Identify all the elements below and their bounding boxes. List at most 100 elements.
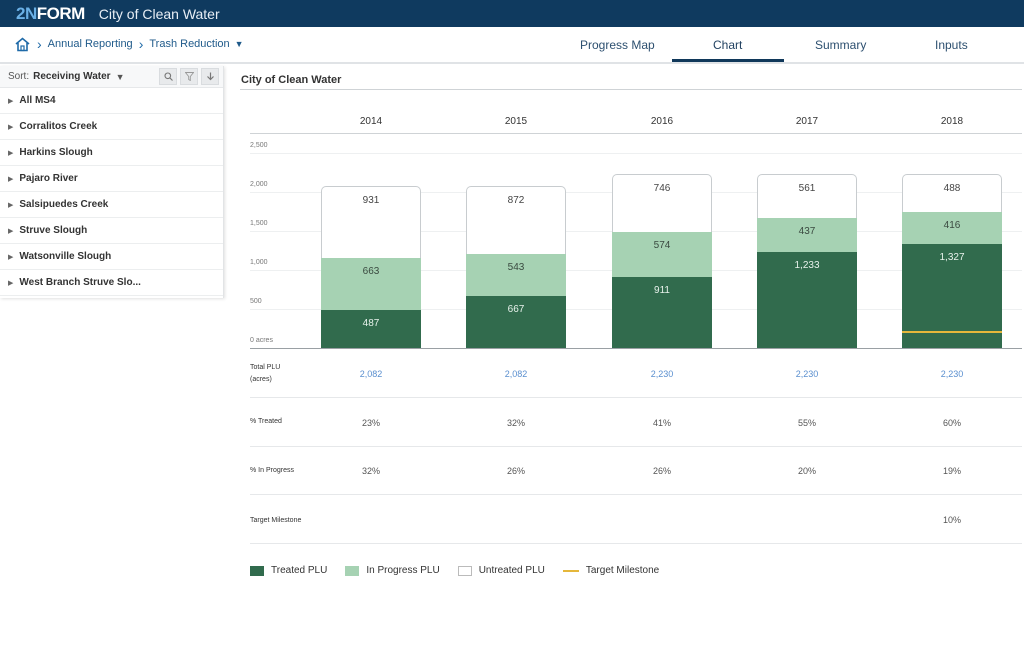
sort-label: Sort: [8,71,30,82]
total-plu-value[interactable]: 2,230 [795,369,819,379]
bar-segment-untreated[interactable]: 561 [757,173,857,218]
sidebar-item-label: Salsipuedes Creek [19,199,109,210]
y-tick-label: 2,000 [250,181,268,188]
data-label: 931 [362,194,380,206]
sidebar-item-corralitos-creek[interactable]: ▶ Corralitos Creek [0,114,223,140]
sidebar-item-label: Watsonville Slough [19,251,112,262]
bar-segment-in-progress[interactable]: 543 [466,253,566,296]
app-title: City of Clean Water [98,5,220,22]
expand-icon[interactable]: ▶ [8,227,14,235]
sidebar-item-struve-slough[interactable]: ▶ Struve Slough [0,218,223,244]
bar-segment-in-progress[interactable]: 663 [321,258,421,310]
tab-summary[interactable]: Summary [815,38,867,52]
chevron-right-icon: › [37,36,42,52]
y-tick-label: 2,500 [250,142,268,149]
expand-icon[interactable]: ▶ [8,149,14,157]
bar-segment-treated[interactable]: 487 [321,310,421,348]
bar-segment-treated[interactable]: 911 [612,276,712,348]
download-icon[interactable] [201,68,219,85]
bar-segment-untreated[interactable]: 746 [612,173,712,233]
legend-untreated[interactable]: Untreated PLU [457,565,545,576]
legend-treated[interactable]: Treated PLU [250,565,327,576]
bar-segment-untreated[interactable]: 488 [902,173,1002,213]
pct-in-progress-value: 26% [506,466,525,476]
data-label: 1,327 [939,252,965,264]
bar-segment-untreated[interactable]: 872 [466,185,566,254]
row-label-total-plu: Total PLU (acres) [250,364,281,383]
tab-inputs[interactable]: Inputs [935,38,968,52]
expand-icon[interactable]: ▶ [8,279,14,287]
sidebar-item-label: Harkins Slough [19,147,93,158]
divider [250,494,1022,495]
y-tick-label: 0 acres [250,337,273,344]
expand-icon[interactable]: ▶ [8,201,14,209]
breadcrumb-annual-reporting[interactable]: Annual Reporting [47,38,133,50]
pct-in-progress-value: 19% [942,466,961,476]
row-label-target-milestone: Target Milestone [250,517,302,524]
bar-segment-treated[interactable]: 667 [466,295,566,348]
sort-value[interactable]: Receiving Water [33,71,111,82]
home-icon[interactable] [14,36,31,52]
data-label: 487 [362,318,380,329]
sidebar-item-harkins-slough[interactable]: ▶ Harkins Slough [0,140,223,166]
legend-label: Target Milestone [585,565,660,576]
pct-treated-value: 41% [652,418,671,428]
data-label: 416 [943,220,961,232]
expand-icon[interactable]: ▶ [8,97,14,105]
bar-segment-in-progress[interactable]: 574 [612,232,712,277]
data-label: 667 [507,303,525,315]
data-label: 872 [507,194,525,206]
pct-in-progress-value: 26% [652,466,671,476]
expand-icon[interactable]: ▶ [8,175,14,183]
sidebar-item-pajaro-river[interactable]: ▶ Pajaro River [0,166,223,192]
total-plu-value[interactable]: 2,082 [504,369,528,379]
bar-segment-in-progress[interactable]: 437 [757,217,857,252]
expand-icon[interactable]: ▶ [8,253,14,261]
legend-swatch [250,565,264,576]
app-logo[interactable]: 2NFORM [16,3,85,23]
sidebar-item-all-ms4[interactable]: ▶ All MS4 [0,88,223,114]
target-milestone-value: 10% [942,515,961,525]
total-plu-value[interactable]: 2,230 [650,369,674,379]
chevron-down-icon[interactable]: ▼ [234,39,244,49]
x-tick-label: 2017 [795,116,819,127]
legend-target-milestone[interactable]: Target Milestone [562,565,660,576]
x-tick-label: 2014 [359,116,383,127]
pct-treated-value: 32% [506,418,525,428]
sidebar-item-watsonville-slough[interactable]: ▶ Watsonville Slough [0,244,223,270]
expand-icon[interactable]: ▶ [8,123,14,131]
data-label: 437 [798,225,816,237]
app-header: 2NFORM City of Clean Water [0,0,1024,27]
total-plu-value[interactable]: 2,082 [359,369,383,379]
divider [250,133,1022,134]
breadcrumb-trash-reduction[interactable]: Trash Reduction [149,38,230,50]
sidebar-item-label: Struve Slough [19,225,88,236]
search-icon[interactable] [159,68,177,85]
active-tab-indicator [672,59,784,62]
data-label: 488 [943,182,961,194]
tab-progress-map[interactable]: Progress Map [580,38,655,52]
sort-control[interactable]: Sort: Receiving Water ▼ [0,66,223,88]
sidebar-item-west-branch-struve-slough[interactable]: ▶ West Branch Struve Slo... [0,270,223,296]
x-tick-label: 2015 [504,116,528,127]
bar-segment-in-progress[interactable]: 416 [902,212,1002,245]
chevron-down-icon[interactable]: ▼ [115,71,125,82]
gridline [250,153,1022,154]
divider [240,89,1022,90]
bar-segment-treated[interactable]: 1,233 [757,251,857,348]
tab-chart[interactable]: Chart [713,38,743,52]
sidebar-item-salsipuedes-creek[interactable]: ▶ Salsipuedes Creek [0,192,223,218]
sidebar-item-label: All MS4 [19,95,56,106]
divider [250,397,1022,398]
chevron-right-icon: › [138,36,144,52]
data-label: 561 [798,182,816,194]
bar-segment-untreated[interactable]: 931 [321,185,421,259]
total-plu-value[interactable]: 2,230 [940,369,964,379]
y-tick-label: 1,000 [250,259,268,266]
breadcrumb: › Annual Reporting › Trash Reduction ▼ [14,36,244,52]
x-axis-line [250,348,1022,349]
sidebar-item-label: West Branch Struve Slo... [19,277,141,288]
filter-icon[interactable] [180,68,198,85]
legend-in-progress[interactable]: In Progress PLU [345,565,440,576]
x-tick-label: 2018 [940,116,964,127]
